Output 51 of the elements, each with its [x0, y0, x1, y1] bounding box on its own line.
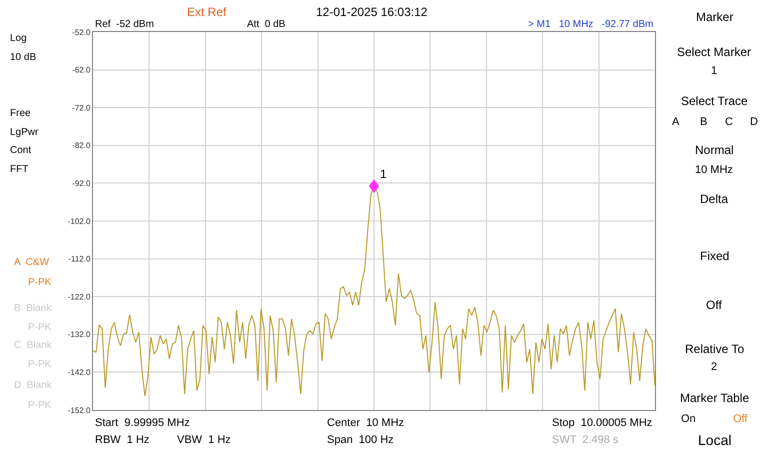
text: D	[750, 116, 758, 128]
text: Marker	[696, 10, 734, 24]
y-tick-label: -52.0	[72, 28, 91, 37]
y-tick-label: -152.0	[68, 406, 91, 415]
text: > M1 10 MHz -92.77 dBm	[528, 19, 654, 30]
text: Off	[706, 298, 722, 312]
text: Free	[10, 108, 31, 119]
text: C	[725, 116, 733, 128]
y-tick-label: -112.0	[68, 254, 91, 264]
text: 12-01-2025 16:03:12	[316, 5, 428, 19]
text: Ext Ref	[187, 5, 228, 19]
text: FFT	[10, 164, 28, 175]
y-tick-label: -62.0	[72, 66, 91, 75]
text: 10 MHz	[695, 164, 733, 176]
text: 2	[711, 361, 718, 373]
text: 1	[711, 65, 718, 77]
text: Relative To	[685, 342, 744, 356]
annotation: 1	[380, 167, 387, 181]
text: Start 9.99995 MHz	[95, 417, 190, 429]
y-tick-label: -82.0	[72, 141, 91, 150]
text: P-PK	[28, 277, 52, 288]
text: Stop 10.00005 MHz	[552, 417, 652, 429]
text: Span 100 Hz	[327, 434, 394, 446]
y-tick-label: -102.0	[68, 216, 91, 226]
y-tick-label: -72.0	[72, 103, 91, 112]
text: Center 10 MHz	[327, 417, 404, 429]
y-tick-label: -122.0	[68, 292, 91, 302]
text: 10 dB	[10, 52, 36, 63]
text: Fixed	[700, 249, 730, 263]
text: VBW 1 Hz	[177, 434, 231, 446]
y-tick-label: -142.0	[68, 368, 91, 377]
text: Att 0 dB	[247, 19, 286, 30]
text: B	[700, 116, 708, 128]
text: Off	[733, 413, 748, 425]
text: Select Marker	[677, 45, 752, 59]
text: Normal	[695, 143, 734, 157]
text: A	[672, 116, 680, 128]
text: On	[681, 413, 696, 425]
text: Select Trace	[681, 94, 748, 108]
text: Ref -52 dBm	[95, 19, 154, 30]
text: Delta	[700, 192, 728, 206]
text: SWT 2.498 s	[552, 434, 619, 446]
text: RBW 1 Hz	[95, 434, 150, 446]
text: Marker Table	[680, 391, 750, 405]
text: Log	[10, 33, 27, 44]
y-tick-label: -92.0	[72, 179, 91, 188]
text: Cont	[10, 145, 32, 156]
text: A C&W	[14, 257, 50, 268]
y-tick-label: -132.0	[68, 330, 91, 340]
text: Local	[698, 432, 732, 448]
text: LgPwr	[10, 127, 40, 138]
